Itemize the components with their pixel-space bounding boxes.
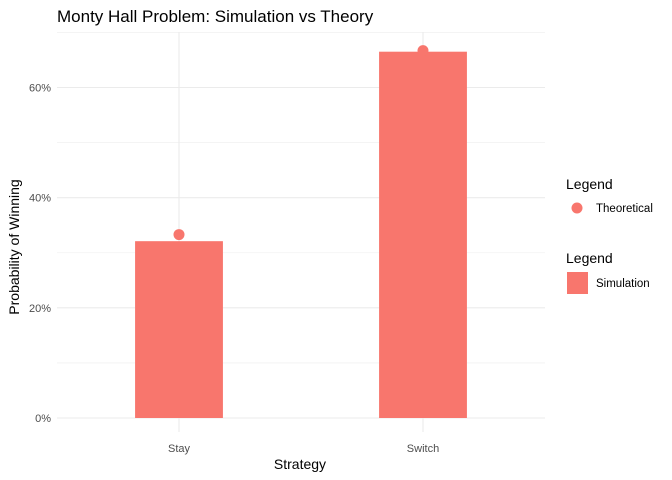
legend-title: Legend	[566, 250, 613, 266]
legend: Legend Theoretical Legend Simulation	[566, 176, 653, 294]
y-axis-title: Probability of Winning	[6, 179, 22, 314]
chart-title: Monty Hall Problem: Simulation vs Theory	[57, 7, 374, 26]
x-axis-title: Strategy	[274, 456, 326, 472]
x-axis: Stay Switch	[168, 443, 439, 455]
legend-label: Theoretical	[596, 203, 653, 215]
legend-key-bar	[567, 272, 588, 294]
legend-key-point	[571, 202, 583, 214]
y-tick-label: 0%	[35, 413, 51, 425]
legend-label: Simulation	[596, 278, 650, 290]
bar-stay	[135, 241, 223, 418]
x-tick-label: Stay	[168, 443, 191, 455]
points	[173, 45, 429, 241]
point-stay	[173, 229, 185, 241]
x-tick-label: Switch	[407, 443, 439, 455]
y-tick-label: 60%	[29, 83, 51, 95]
y-axis: 0% 20% 40% 60%	[29, 83, 51, 426]
bar-switch	[379, 51, 467, 419]
y-tick-label: 40%	[29, 193, 51, 205]
bars	[135, 51, 467, 419]
grid	[57, 32, 545, 432]
y-tick-label: 20%	[29, 303, 51, 315]
point-switch	[417, 45, 429, 57]
legend-title: Legend	[566, 176, 613, 192]
